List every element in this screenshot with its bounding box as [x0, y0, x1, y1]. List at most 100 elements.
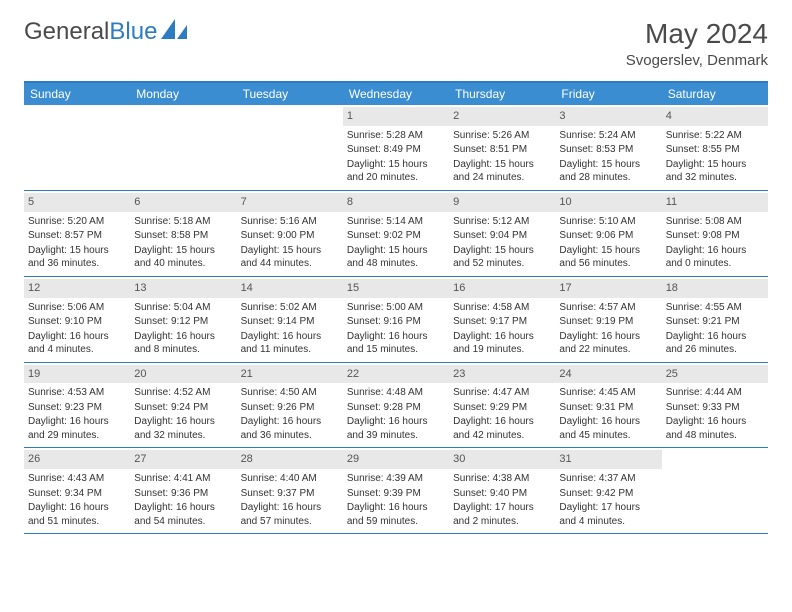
day-cell — [662, 448, 768, 533]
day-number: 21 — [237, 365, 343, 384]
day-info: Sunrise: 4:43 AMSunset: 9:34 PMDaylight:… — [28, 472, 126, 528]
day-number: 3 — [555, 107, 661, 126]
day-info: Sunrise: 5:00 AMSunset: 9:16 PMDaylight:… — [347, 301, 445, 357]
day-number: 16 — [449, 279, 555, 298]
day-number: 12 — [24, 279, 130, 298]
sunrise-text: Sunrise: 4:41 AM — [134, 472, 232, 486]
sunset-text: Sunset: 9:40 PM — [453, 487, 551, 501]
day-number: 13 — [130, 279, 236, 298]
sunset-text: Sunset: 8:57 PM — [28, 229, 126, 243]
week-row: 1Sunrise: 5:28 AMSunset: 8:49 PMDaylight… — [24, 105, 768, 191]
sunset-text: Sunset: 9:19 PM — [559, 315, 657, 329]
day-cell: 15 Sunrise: 5:00 AMSunset: 9:16 PMDayligh… — [343, 277, 449, 362]
sunrise-text: Sunrise: 5:06 AM — [28, 301, 126, 315]
day-cell: 22Sunrise: 4:48 AMSunset: 9:28 PMDayligh… — [343, 363, 449, 448]
weekday-tuesday: Tuesday — [237, 83, 343, 105]
day-cell: 2 Sunrise: 5:26 AMSunset: 8:51 PMDaylight… — [449, 105, 555, 190]
sunrise-text: Sunrise: 4:47 AM — [453, 386, 551, 400]
sunset-text: Sunset: 9:10 PM — [28, 315, 126, 329]
sunrise-text: Sunrise: 5:10 AM — [559, 215, 657, 229]
header: GeneralBlue May 2024 Svogerslev, Denmark — [24, 18, 768, 69]
daylight-text: Daylight: 17 hours and 4 minutes. — [559, 501, 657, 528]
sunrise-text: Sunrise: 4:43 AM — [28, 472, 126, 486]
day-number: 19 — [24, 365, 130, 384]
sunset-text: Sunset: 9:16 PM — [347, 315, 445, 329]
day-cell: 11Sunrise: 5:08 AMSunset: 9:08 PMDayligh… — [662, 191, 768, 276]
sunset-text: Sunset: 9:33 PM — [666, 401, 764, 415]
day-number: 30 — [449, 450, 555, 469]
daylight-text: Daylight: 15 hours and 48 minutes. — [347, 244, 445, 271]
sunrise-text: Sunrise: 5:20 AM — [28, 215, 126, 229]
day-info: Sunrise: 5:24 AMSunset: 8:53 PMDaylight:… — [559, 129, 657, 185]
daylight-text: Daylight: 15 hours and 32 minutes. — [666, 158, 764, 185]
day-info: Sunrise: 4:55 AMSunset: 9:21 PMDaylight:… — [666, 301, 764, 357]
sunset-text: Sunset: 9:31 PM — [559, 401, 657, 415]
weekday-header-row: SundayMondayTuesdayWednesdayThursdayFrid… — [24, 83, 768, 105]
day-number: 29 — [343, 450, 449, 469]
daylight-text: Daylight: 15 hours and 44 minutes. — [241, 244, 339, 271]
sunrise-text: Sunrise: 5:04 AM — [134, 301, 232, 315]
day-cell: 16Sunrise: 4:58 AMSunset: 9:17 PMDayligh… — [449, 277, 555, 362]
day-cell: 14Sunrise: 5:02 AMSunset: 9:14 PMDayligh… — [237, 277, 343, 362]
weekday-monday: Monday — [130, 83, 236, 105]
sunset-text: Sunset: 8:55 PM — [666, 143, 764, 157]
day-info: Sunrise: 5:28 AMSunset: 8:49 PMDaylight:… — [347, 129, 445, 185]
sunrise-text: Sunrise: 4:57 AM — [559, 301, 657, 315]
daylight-text: Daylight: 16 hours and 57 minutes. — [241, 501, 339, 528]
daylight-text: Daylight: 16 hours and 39 minutes. — [347, 415, 445, 442]
day-cell: 29Sunrise: 4:39 AMSunset: 9:39 PMDayligh… — [343, 448, 449, 533]
day-info: Sunrise: 4:44 AMSunset: 9:33 PMDaylight:… — [666, 386, 764, 442]
day-info: Sunrise: 4:50 AMSunset: 9:26 PMDaylight:… — [241, 386, 339, 442]
sunrise-text: Sunrise: 4:55 AM — [666, 301, 764, 315]
day-cell: 6Sunrise: 5:18 AMSunset: 8:58 PMDaylight… — [130, 191, 236, 276]
day-cell: 5 Sunrise: 5:20 AMSunset: 8:57 PMDaylight… — [24, 191, 130, 276]
daylight-text: Daylight: 16 hours and 29 minutes. — [28, 415, 126, 442]
sunrise-text: Sunrise: 4:58 AM — [453, 301, 551, 315]
weeks-container: 1Sunrise: 5:28 AMSunset: 8:49 PMDaylight… — [24, 105, 768, 534]
day-cell: 8Sunrise: 5:14 AMSunset: 9:02 PMDaylight… — [343, 191, 449, 276]
sunset-text: Sunset: 8:58 PM — [134, 229, 232, 243]
day-info: Sunrise: 5:20 AMSunset: 8:57 PMDaylight:… — [28, 215, 126, 271]
week-row: 19Sunrise: 4:53 AMSunset: 9:23 PMDayligh… — [24, 363, 768, 449]
daylight-text: Daylight: 16 hours and 0 minutes. — [666, 244, 764, 271]
day-cell — [130, 105, 236, 190]
sunrise-text: Sunrise: 5:22 AM — [666, 129, 764, 143]
sunset-text: Sunset: 9:29 PM — [453, 401, 551, 415]
sunrise-text: Sunrise: 4:52 AM — [134, 386, 232, 400]
day-number: 27 — [130, 450, 236, 469]
sunrise-text: Sunrise: 5:00 AM — [347, 301, 445, 315]
day-info: Sunrise: 5:22 AMSunset: 8:55 PMDaylight:… — [666, 129, 764, 185]
day-cell: 12Sunrise: 5:06 AMSunset: 9:10 PMDayligh… — [24, 277, 130, 362]
sunrise-text: Sunrise: 4:44 AM — [666, 386, 764, 400]
day-cell: 31Sunrise: 4:37 AMSunset: 9:42 PMDayligh… — [555, 448, 661, 533]
logo-sail-icon — [161, 18, 187, 46]
day-cell: 21 Sunrise: 4:50 AMSunset: 9:26 PMDayligh… — [237, 363, 343, 448]
sunrise-text: Sunrise: 4:38 AM — [453, 472, 551, 486]
daylight-text: Daylight: 16 hours and 59 minutes. — [347, 501, 445, 528]
day-number: 10 — [555, 193, 661, 212]
sunrise-text: Sunrise: 5:28 AM — [347, 129, 445, 143]
day-info: Sunrise: 5:26 AMSunset: 8:51 PMDaylight:… — [453, 129, 551, 185]
daylight-text: Daylight: 16 hours and 11 minutes. — [241, 330, 339, 357]
daylight-text: Daylight: 16 hours and 45 minutes. — [559, 415, 657, 442]
day-info: Sunrise: 4:45 AMSunset: 9:31 PMDaylight:… — [559, 386, 657, 442]
day-info: Sunrise: 5:04 AMSunset: 9:12 PMDaylight:… — [134, 301, 232, 357]
daylight-text: Daylight: 16 hours and 54 minutes. — [134, 501, 232, 528]
daylight-text: Daylight: 16 hours and 15 minutes. — [347, 330, 445, 357]
daylight-text: Daylight: 16 hours and 36 minutes. — [241, 415, 339, 442]
sunrise-text: Sunrise: 5:14 AM — [347, 215, 445, 229]
day-number: 2 — [449, 107, 555, 126]
day-cell: 30Sunrise: 4:38 AMSunset: 9:40 PMDayligh… — [449, 448, 555, 533]
sunset-text: Sunset: 9:39 PM — [347, 487, 445, 501]
day-number: 15 — [343, 279, 449, 298]
daylight-text: Daylight: 16 hours and 32 minutes. — [134, 415, 232, 442]
day-number: 5 — [24, 193, 130, 212]
day-info: Sunrise: 5:12 AMSunset: 9:04 PMDaylight:… — [453, 215, 551, 271]
daylight-text: Daylight: 16 hours and 48 minutes. — [666, 415, 764, 442]
daylight-text: Daylight: 15 hours and 36 minutes. — [28, 244, 126, 271]
day-info: Sunrise: 4:48 AMSunset: 9:28 PMDaylight:… — [347, 386, 445, 442]
sunset-text: Sunset: 9:06 PM — [559, 229, 657, 243]
day-info: Sunrise: 5:08 AMSunset: 9:08 PMDaylight:… — [666, 215, 764, 271]
day-cell: 18Sunrise: 4:55 AMSunset: 9:21 PMDayligh… — [662, 277, 768, 362]
sunset-text: Sunset: 9:02 PM — [347, 229, 445, 243]
